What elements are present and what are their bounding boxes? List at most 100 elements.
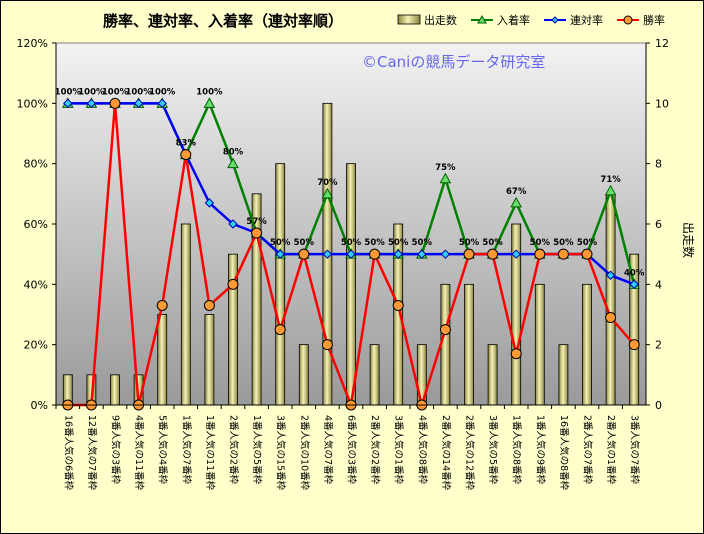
point-連対率 [63,98,73,109]
data-label: 50% [459,238,480,248]
legend-swatch-出走数 [397,14,421,25]
x-tick-label: 3番人気の15番枠 [275,415,287,491]
point-連対率 [605,270,616,280]
point-連対率 [86,98,97,109]
legend-label: 入着率 [497,13,530,27]
point-連対率 [228,219,238,229]
y2-tick-label: 12 [655,37,669,50]
y-tick-label: 120% [17,37,48,50]
bar-出走数 [346,163,356,406]
x-tick-label: 2番人気の14番枠 [440,415,452,491]
point-勝率 [510,348,522,360]
point-勝率 [251,227,263,239]
bar-出走数 [298,344,309,406]
point-連対率 [204,198,215,208]
bar-出走数 [487,344,498,406]
point-勝率 [557,248,569,260]
x-tick-label: 3番人気の5番枠 [487,415,499,485]
point-勝率 [180,149,192,161]
data-label: 80% [223,148,244,158]
bar-出走数 [157,314,168,406]
bar-出走数 [440,283,451,406]
x-tick-label: 5番人気の4番枠 [157,415,169,485]
data-label: 100% [55,87,82,97]
bar-出走数 [180,223,191,406]
point-連対率 [417,249,427,259]
legend-label: 勝率 [643,13,665,27]
data-label: 50% [341,238,362,248]
bar-出走数 [204,314,215,406]
y-tick-label: 60% [24,218,48,231]
point-入着率 [510,196,523,208]
y2-tick-label: 8 [655,158,662,171]
data-label: 100% [78,87,105,97]
bar-出走数 [275,163,286,406]
point-入着率 [203,97,216,108]
chart-title: 勝率、連対率、入着率（連対率順） [103,12,343,30]
x-tick-label: 3番人気の1番枠 [393,415,405,485]
legend-marker [477,14,487,24]
x-tick-label: 1番人気の9番枠 [534,415,546,485]
bar-出走数 [464,283,474,406]
point-勝率 [628,339,640,351]
point-勝率 [534,248,546,260]
x-tick-label: 2番人気の7番枠 [582,415,594,485]
bar-出走数 [110,374,120,406]
y2-axis-label: 出走数 [681,222,696,258]
x-tick-label: 4番人気の7番枠 [322,415,334,485]
x-tick-label: 9番人気の3番枠 [110,415,122,485]
data-label: 100% [149,87,176,97]
point-勝率 [321,339,333,351]
y2-tick-label: 2 [655,339,662,352]
point-連対率 [346,249,356,259]
data-label: 57% [246,217,267,227]
data-label: 50% [294,238,315,248]
data-label: 50% [388,238,409,248]
point-勝率 [439,324,451,336]
point-勝率 [156,299,168,311]
point-連対率 [440,249,451,259]
data-label: 83% [176,139,197,149]
x-tick-label: 2番人気の10番枠 [298,415,310,491]
point-連対率 [322,249,333,259]
y2-tick-label: 4 [655,278,662,291]
legend-label: 連対率 [570,13,603,27]
point-入着率 [439,172,452,184]
data-label: 50% [530,238,551,248]
x-tick-label: 2番人気の2番枠 [228,415,240,485]
data-label: 50% [364,238,385,248]
x-tick-label: 4番人気の11番枠 [133,415,145,491]
point-勝率 [298,248,310,260]
data-label: 67% [506,187,527,197]
point-勝率 [392,299,404,311]
legend-label: 出走数 [424,13,457,27]
x-tick-label: 2番人気の2番枠 [369,415,381,485]
point-勝率 [227,278,239,290]
point-勝率 [581,248,593,260]
bar-出走数 [605,193,616,406]
x-tick-label: 16番人気の8番枠 [558,415,570,491]
point-連対率 [133,98,144,109]
point-入着率 [321,187,334,199]
data-label: 50% [482,238,503,248]
data-label: 100% [125,87,152,97]
data-label: 50% [412,238,433,248]
legend-marker [623,15,633,25]
legend: 出走数 入着率 連対率 勝率 [397,13,665,27]
data-label: 50% [270,238,291,248]
y-tick-label: 40% [24,278,48,291]
point-勝率 [487,248,499,260]
bar-出走数 [582,283,592,406]
x-tick-label: 12番人気の7番枠 [86,415,98,491]
data-label: 50% [577,238,598,248]
point-入着率 [604,184,617,196]
x-tick-label: 4番人気の8番枠 [416,415,428,485]
x-tick-label: 16番人気の6番枠 [62,415,74,491]
point-連対率 [629,279,639,290]
point-連対率 [393,249,403,259]
point-勝率 [274,324,286,336]
y-tick-label: 80% [24,158,48,171]
y-tick-label: 0% [31,399,48,412]
legend-marker [551,16,559,24]
